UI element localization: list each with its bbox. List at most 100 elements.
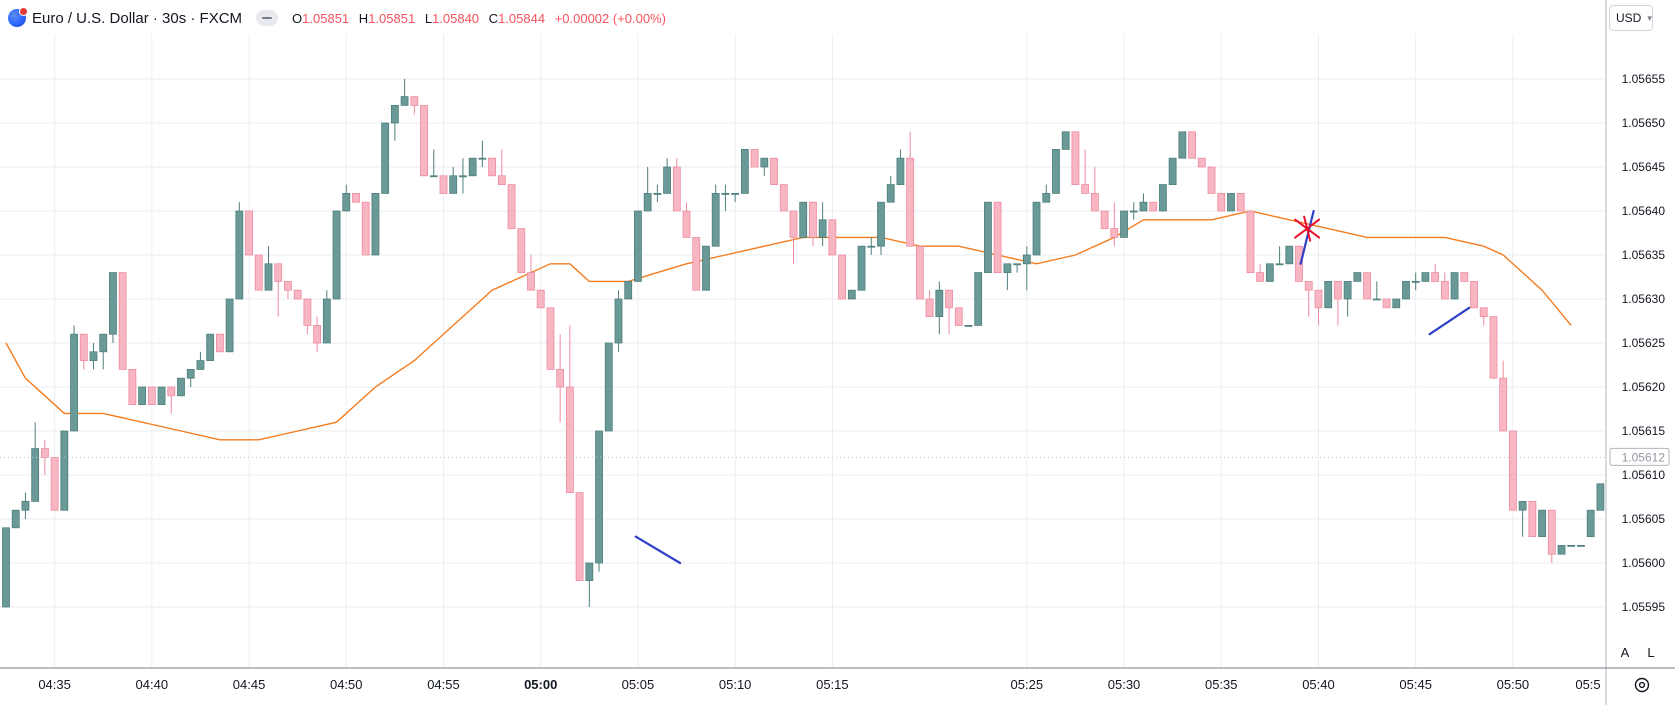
auto-scale-button[interactable]: A bbox=[1614, 641, 1636, 663]
candle bbox=[945, 289, 953, 335]
candle bbox=[1450, 272, 1459, 300]
candle bbox=[877, 201, 885, 255]
candle bbox=[1149, 201, 1158, 212]
x-tick-label: 04:50 bbox=[330, 677, 363, 692]
candle-body bbox=[1304, 280, 1313, 291]
candle-body bbox=[439, 175, 448, 194]
candle-body bbox=[1567, 545, 1576, 547]
candle-body bbox=[1090, 192, 1099, 212]
candle bbox=[1470, 280, 1478, 309]
candle-body bbox=[702, 245, 710, 291]
candle-body bbox=[964, 324, 973, 327]
candle-body bbox=[225, 298, 234, 353]
candle-body bbox=[1450, 272, 1459, 300]
candle bbox=[565, 325, 574, 493]
candle bbox=[2, 527, 10, 608]
candle bbox=[935, 281, 944, 335]
candle-body bbox=[1596, 483, 1605, 511]
candle bbox=[478, 140, 487, 167]
candle-body bbox=[1275, 263, 1284, 266]
candle-body bbox=[177, 377, 185, 397]
chart-legend: Euro / U.S. Dollar · 30s · FXCM O1.05851… bbox=[8, 6, 666, 30]
candle-body bbox=[789, 210, 798, 238]
y-tick-label: 1.05625 bbox=[1622, 336, 1666, 350]
candle bbox=[614, 290, 623, 352]
candle bbox=[556, 334, 565, 423]
candle-body bbox=[1227, 192, 1235, 212]
candle bbox=[857, 245, 866, 291]
candle-body bbox=[11, 509, 20, 529]
candle bbox=[342, 184, 351, 212]
candle bbox=[1421, 272, 1430, 282]
candle-body bbox=[1334, 280, 1342, 300]
candle bbox=[1547, 509, 1556, 563]
currency-select[interactable]: USD ▾ bbox=[1609, 5, 1653, 31]
candle-body bbox=[906, 157, 915, 247]
symbol-logo-icon[interactable] bbox=[8, 7, 28, 27]
collapse-pill-icon[interactable] bbox=[256, 10, 279, 26]
candle bbox=[264, 246, 273, 291]
candle-body bbox=[361, 201, 370, 256]
candle bbox=[381, 122, 390, 194]
candle bbox=[925, 290, 934, 318]
currency-label: USD bbox=[1616, 11, 1642, 25]
y-tick-label: 1.05640 bbox=[1622, 204, 1666, 218]
candle-body bbox=[109, 272, 117, 335]
candle bbox=[1382, 298, 1391, 309]
candle-body bbox=[1489, 316, 1498, 379]
candle bbox=[1440, 272, 1449, 300]
log-scale-button[interactable]: L bbox=[1640, 641, 1662, 663]
moving-average-layer bbox=[5, 210, 1572, 441]
symbol-title[interactable]: Euro / U.S. Dollar · 30s · FXCM bbox=[32, 9, 243, 27]
candle-body bbox=[157, 386, 166, 406]
candle-body bbox=[303, 298, 312, 326]
candle-body bbox=[1557, 545, 1566, 555]
candle bbox=[459, 158, 467, 194]
candle-body bbox=[50, 456, 59, 511]
candle bbox=[643, 167, 652, 212]
candle bbox=[1431, 263, 1440, 282]
candle-body bbox=[254, 254, 263, 291]
candle bbox=[663, 158, 671, 194]
candle bbox=[352, 192, 360, 203]
chevron-down-icon: ▾ bbox=[1647, 12, 1652, 23]
candle bbox=[624, 280, 633, 300]
candle-body bbox=[1120, 210, 1128, 238]
candle bbox=[50, 456, 59, 511]
gear-icon[interactable] bbox=[1630, 673, 1654, 697]
candle bbox=[799, 201, 808, 238]
candle-body bbox=[449, 175, 458, 194]
candle bbox=[1567, 545, 1576, 547]
candle-body bbox=[1110, 228, 1119, 238]
candle-body bbox=[293, 289, 302, 300]
candle bbox=[1489, 316, 1498, 379]
candle bbox=[1528, 500, 1537, 537]
candle bbox=[1207, 166, 1216, 194]
candle bbox=[954, 307, 963, 326]
x-tick-label: 04:35 bbox=[38, 677, 71, 692]
candle bbox=[1285, 245, 1294, 265]
y-tick-label: 1.05600 bbox=[1622, 556, 1666, 570]
candle bbox=[886, 175, 895, 203]
drawings-layer bbox=[634, 209, 1471, 565]
candle bbox=[682, 202, 691, 238]
candle bbox=[1586, 509, 1595, 538]
candle-body bbox=[1363, 272, 1371, 300]
candle-body bbox=[1421, 272, 1430, 282]
candle bbox=[867, 237, 876, 255]
candle bbox=[818, 202, 827, 247]
candle bbox=[692, 236, 701, 291]
candle bbox=[1052, 148, 1060, 194]
candle-body bbox=[128, 368, 137, 405]
candle bbox=[507, 184, 516, 230]
candle bbox=[497, 149, 506, 186]
candle-body bbox=[313, 324, 322, 344]
candle-body bbox=[1003, 263, 1012, 273]
candle-body bbox=[770, 157, 778, 185]
candle bbox=[1178, 131, 1187, 159]
candle-body bbox=[1479, 307, 1488, 317]
ohlc-values: O1.05851 H1.05851 L1.05840 C1.05844 +0.0… bbox=[292, 11, 666, 26]
candle-body bbox=[1314, 289, 1323, 309]
candle bbox=[1236, 192, 1245, 212]
